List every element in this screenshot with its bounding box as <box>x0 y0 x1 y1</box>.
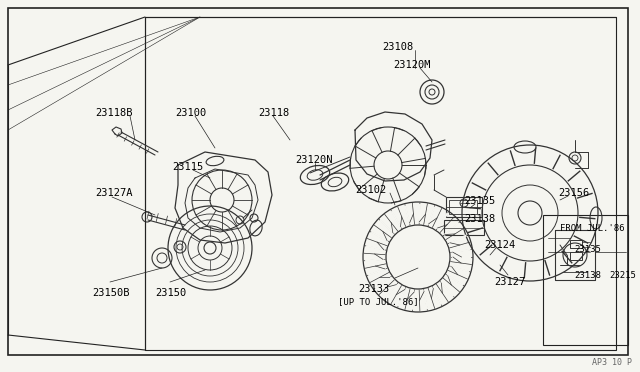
Text: 23118: 23118 <box>258 108 289 118</box>
Bar <box>446 197 482 217</box>
Text: 23150B: 23150B <box>92 288 129 298</box>
Text: 23215: 23215 <box>609 271 636 280</box>
Text: [UP TO JUL.'86]: [UP TO JUL.'86] <box>338 297 419 306</box>
Text: 23156: 23156 <box>558 188 589 198</box>
Text: 23108: 23108 <box>382 42 413 52</box>
Bar <box>543 215 628 345</box>
Text: 23120N: 23120N <box>295 155 333 165</box>
Text: 23120M: 23120M <box>393 60 431 70</box>
Text: 23100: 23100 <box>175 108 206 118</box>
Text: 23135: 23135 <box>464 196 495 206</box>
Text: 23118B: 23118B <box>95 108 132 118</box>
Text: 23150: 23150 <box>155 288 186 298</box>
Text: 23124: 23124 <box>484 240 515 250</box>
Text: 23138: 23138 <box>464 214 495 224</box>
Bar <box>449 200 477 214</box>
Bar <box>444 220 484 235</box>
Text: FROM JUL.'86: FROM JUL.'86 <box>560 224 625 233</box>
Text: 23138: 23138 <box>574 271 601 280</box>
Text: 23127A: 23127A <box>95 188 132 198</box>
Text: 23115: 23115 <box>172 162 204 172</box>
Bar <box>570 240 582 248</box>
Text: 23135: 23135 <box>574 245 601 254</box>
Text: AP3 10 P: AP3 10 P <box>592 358 632 367</box>
Text: 23127: 23127 <box>494 277 525 287</box>
Text: 23133: 23133 <box>358 284 389 294</box>
Bar <box>570 252 582 260</box>
Bar <box>145 17 616 350</box>
Text: 23102: 23102 <box>355 185 387 195</box>
